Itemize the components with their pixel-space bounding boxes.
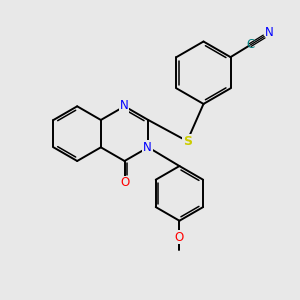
Text: N: N bbox=[120, 99, 128, 112]
Text: O: O bbox=[120, 176, 129, 190]
Text: N: N bbox=[265, 26, 274, 40]
Text: N: N bbox=[143, 141, 152, 154]
Text: C: C bbox=[246, 38, 254, 50]
Text: O: O bbox=[175, 231, 184, 244]
Text: S: S bbox=[183, 135, 192, 148]
